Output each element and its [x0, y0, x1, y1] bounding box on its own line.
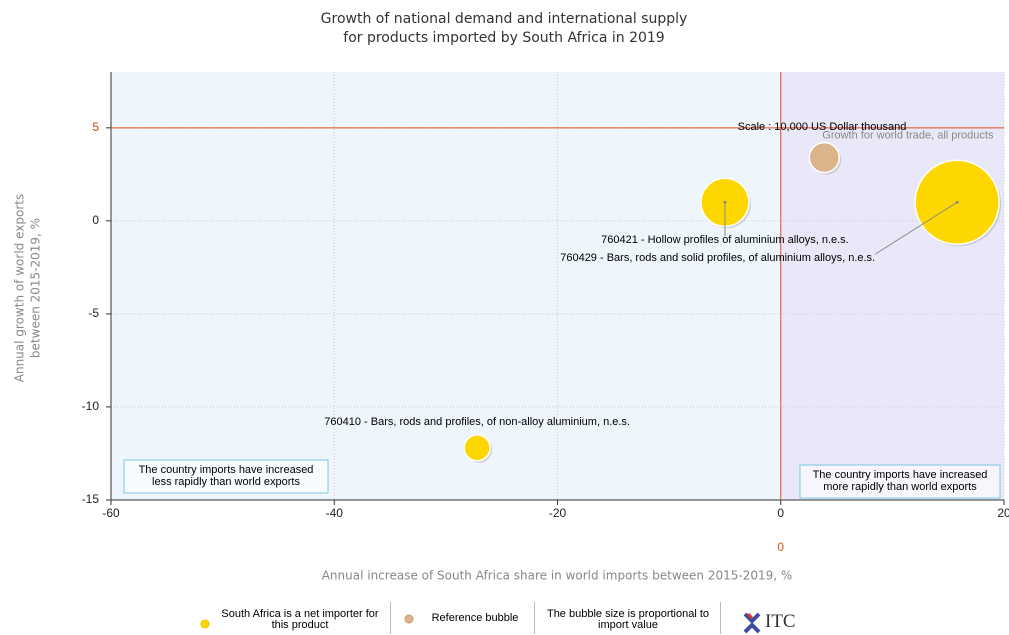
bubble-label: Growth for world trade, all products — [822, 130, 994, 142]
legend-separator — [720, 602, 721, 634]
y-axis-label: Annual growth of world exports — [13, 194, 27, 382]
quadrant-box — [123, 459, 329, 494]
y-tick-label: -5 — [88, 306, 99, 320]
bubble-label: 760421 - Hollow profiles of aluminium al… — [601, 234, 849, 246]
x-tick-label: -20 — [549, 506, 567, 520]
y-tick-label: 5 — [92, 120, 99, 134]
x-tick-label: 20 — [997, 506, 1009, 520]
bubble — [808, 141, 841, 174]
x-tick-label: -40 — [326, 506, 344, 520]
quadrant-bg — [111, 72, 781, 500]
size-note: The bubble size is proportional to impor… — [546, 608, 710, 631]
scale-label: Scale : 10,000 US Dollar thousand — [738, 121, 907, 133]
chart-title: Growth of national demand and internatio… — [321, 11, 688, 27]
x-tick-label: -60 — [102, 506, 120, 520]
y-tick-label: 0 — [92, 213, 99, 227]
quadrant-note: The country imports have increased less r… — [139, 464, 314, 488]
logo-text: ITC — [765, 611, 796, 632]
y-tick-label: -15 — [82, 492, 100, 506]
bubble-label: 760410 - Bars, rods and profiles, of non… — [324, 416, 630, 428]
legend-separator — [534, 602, 535, 634]
legend-label: Reference bubble — [431, 612, 519, 624]
y-tick-label: -10 — [82, 399, 100, 413]
bubble-label: 760429 - Bars, rods and solid profiles, … — [560, 252, 875, 264]
legend-separator — [390, 602, 391, 634]
bubble — [463, 434, 491, 462]
x-axis-label: Annual increase of South Africa share in… — [322, 569, 793, 583]
x-tick-label: 0 — [777, 506, 784, 520]
legend-label: South Africa is a net importer for this … — [221, 608, 379, 631]
reference-label: 0 — [777, 540, 784, 554]
y-axis-label: between 2015-2019, % — [29, 218, 43, 358]
quadrant-note: The country imports have increased more r… — [813, 469, 988, 493]
chart-title: for products imported by South Africa in… — [343, 30, 664, 46]
quadrant-box — [799, 464, 1001, 499]
leader-line — [874, 201, 958, 255]
